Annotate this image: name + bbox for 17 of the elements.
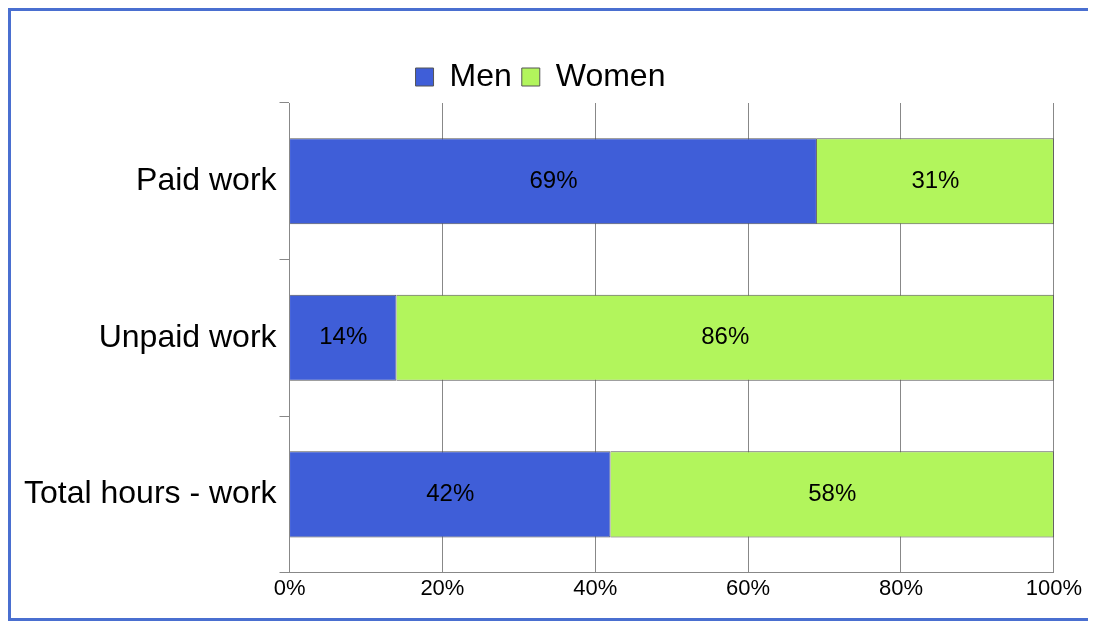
data-label: 31% <box>911 165 960 193</box>
x-tick-label: 40% <box>573 574 618 600</box>
data-label: 86% <box>701 322 750 350</box>
legend-label: Men <box>449 56 512 93</box>
x-tick-label: 20% <box>420 574 465 600</box>
x-tick-label: 100% <box>1025 574 1083 600</box>
legend-label: Women <box>555 56 666 93</box>
data-label: 14% <box>319 322 368 350</box>
x-tick-label: 80% <box>878 574 924 600</box>
y-tick-label: Unpaid work <box>98 317 278 354</box>
data-label: 42% <box>426 478 475 506</box>
x-tick-label: 60% <box>726 574 771 600</box>
y-tick-label: Paid work <box>136 161 278 198</box>
data-label: 58% <box>808 478 857 506</box>
x-tick-label: 0% <box>273 574 306 600</box>
data-label: 69% <box>529 165 578 193</box>
y-tick-label: Total hours - work <box>24 474 278 511</box>
